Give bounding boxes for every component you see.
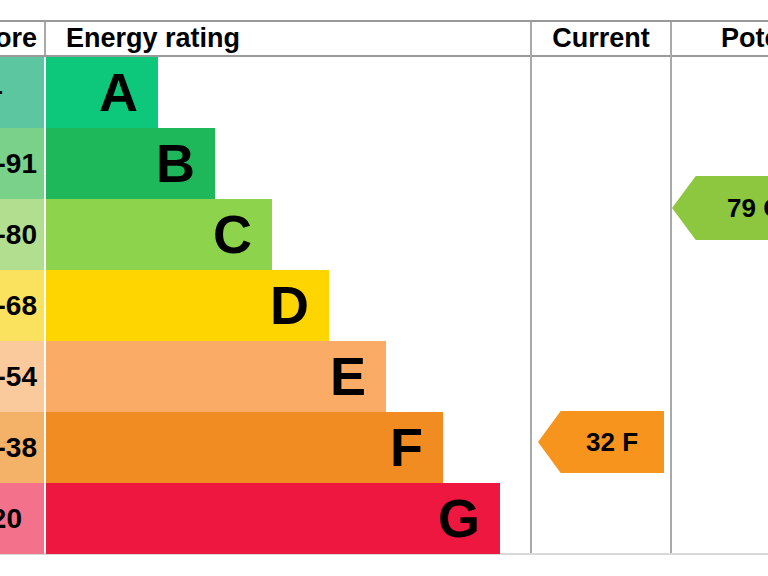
band-row: 81-91 B [0,128,768,199]
band-bar: G [46,483,500,554]
band-score-range: 92+ [0,57,3,128]
potential-rating-label: 79 C [727,176,768,240]
score-column-header-label: Score [0,22,37,55]
score-column-header: Score [0,22,44,55]
band-score-cell: 39-54 [0,341,44,412]
band-letter: G [438,483,500,554]
band-score-cell: 21-38 [0,412,44,483]
band-score-cell: 81-91 [0,128,44,199]
band-row: 39-54 E [0,341,768,412]
band-letter: E [330,341,386,412]
current-rating-arrow: 32 F [538,411,664,473]
band-bar: D [46,270,329,341]
band-letter: A [99,57,158,128]
band-score-cell: 69-80 [0,199,44,270]
band-row: 1-20 G [0,483,768,554]
current-rating-label: 32 F [560,411,664,473]
band-score-cell: 1-20 [0,483,44,554]
band-score-range: 69-80 [0,199,37,270]
band-row: 69-80 C [0,199,768,270]
band-row: 55-68 D [0,270,768,341]
band-bar: E [46,341,386,412]
band-score-cell: 55-68 [0,270,44,341]
potential-column-header: Potential [672,22,768,55]
band-score-range: 81-91 [0,128,37,199]
band-letter: B [156,128,215,199]
band-bar: B [46,128,215,199]
band-score-range: 39-54 [0,341,37,412]
current-column-header: Current [532,22,670,55]
energy-rating-column-header: Energy rating [66,22,240,55]
band-bar: F [46,412,443,483]
epc-energy-rating-chart: Score Energy rating Current Potential 92… [0,0,768,576]
band-score-range: 21-38 [0,412,37,483]
band-rows: 92+ A 81-91 B 69-80 C 55-68 D 39-54 [0,57,768,554]
band-letter: F [390,412,443,483]
band-letter: C [213,199,272,270]
band-score-range: 1-20 [0,483,22,554]
band-score-range: 55-68 [0,270,37,341]
band-bar: C [46,199,272,270]
band-row: 92+ A [0,57,768,128]
band-score-cell: 92+ [0,57,44,128]
score-column-divider [44,22,46,55]
band-bar: A [46,57,158,128]
band-letter: D [270,270,329,341]
